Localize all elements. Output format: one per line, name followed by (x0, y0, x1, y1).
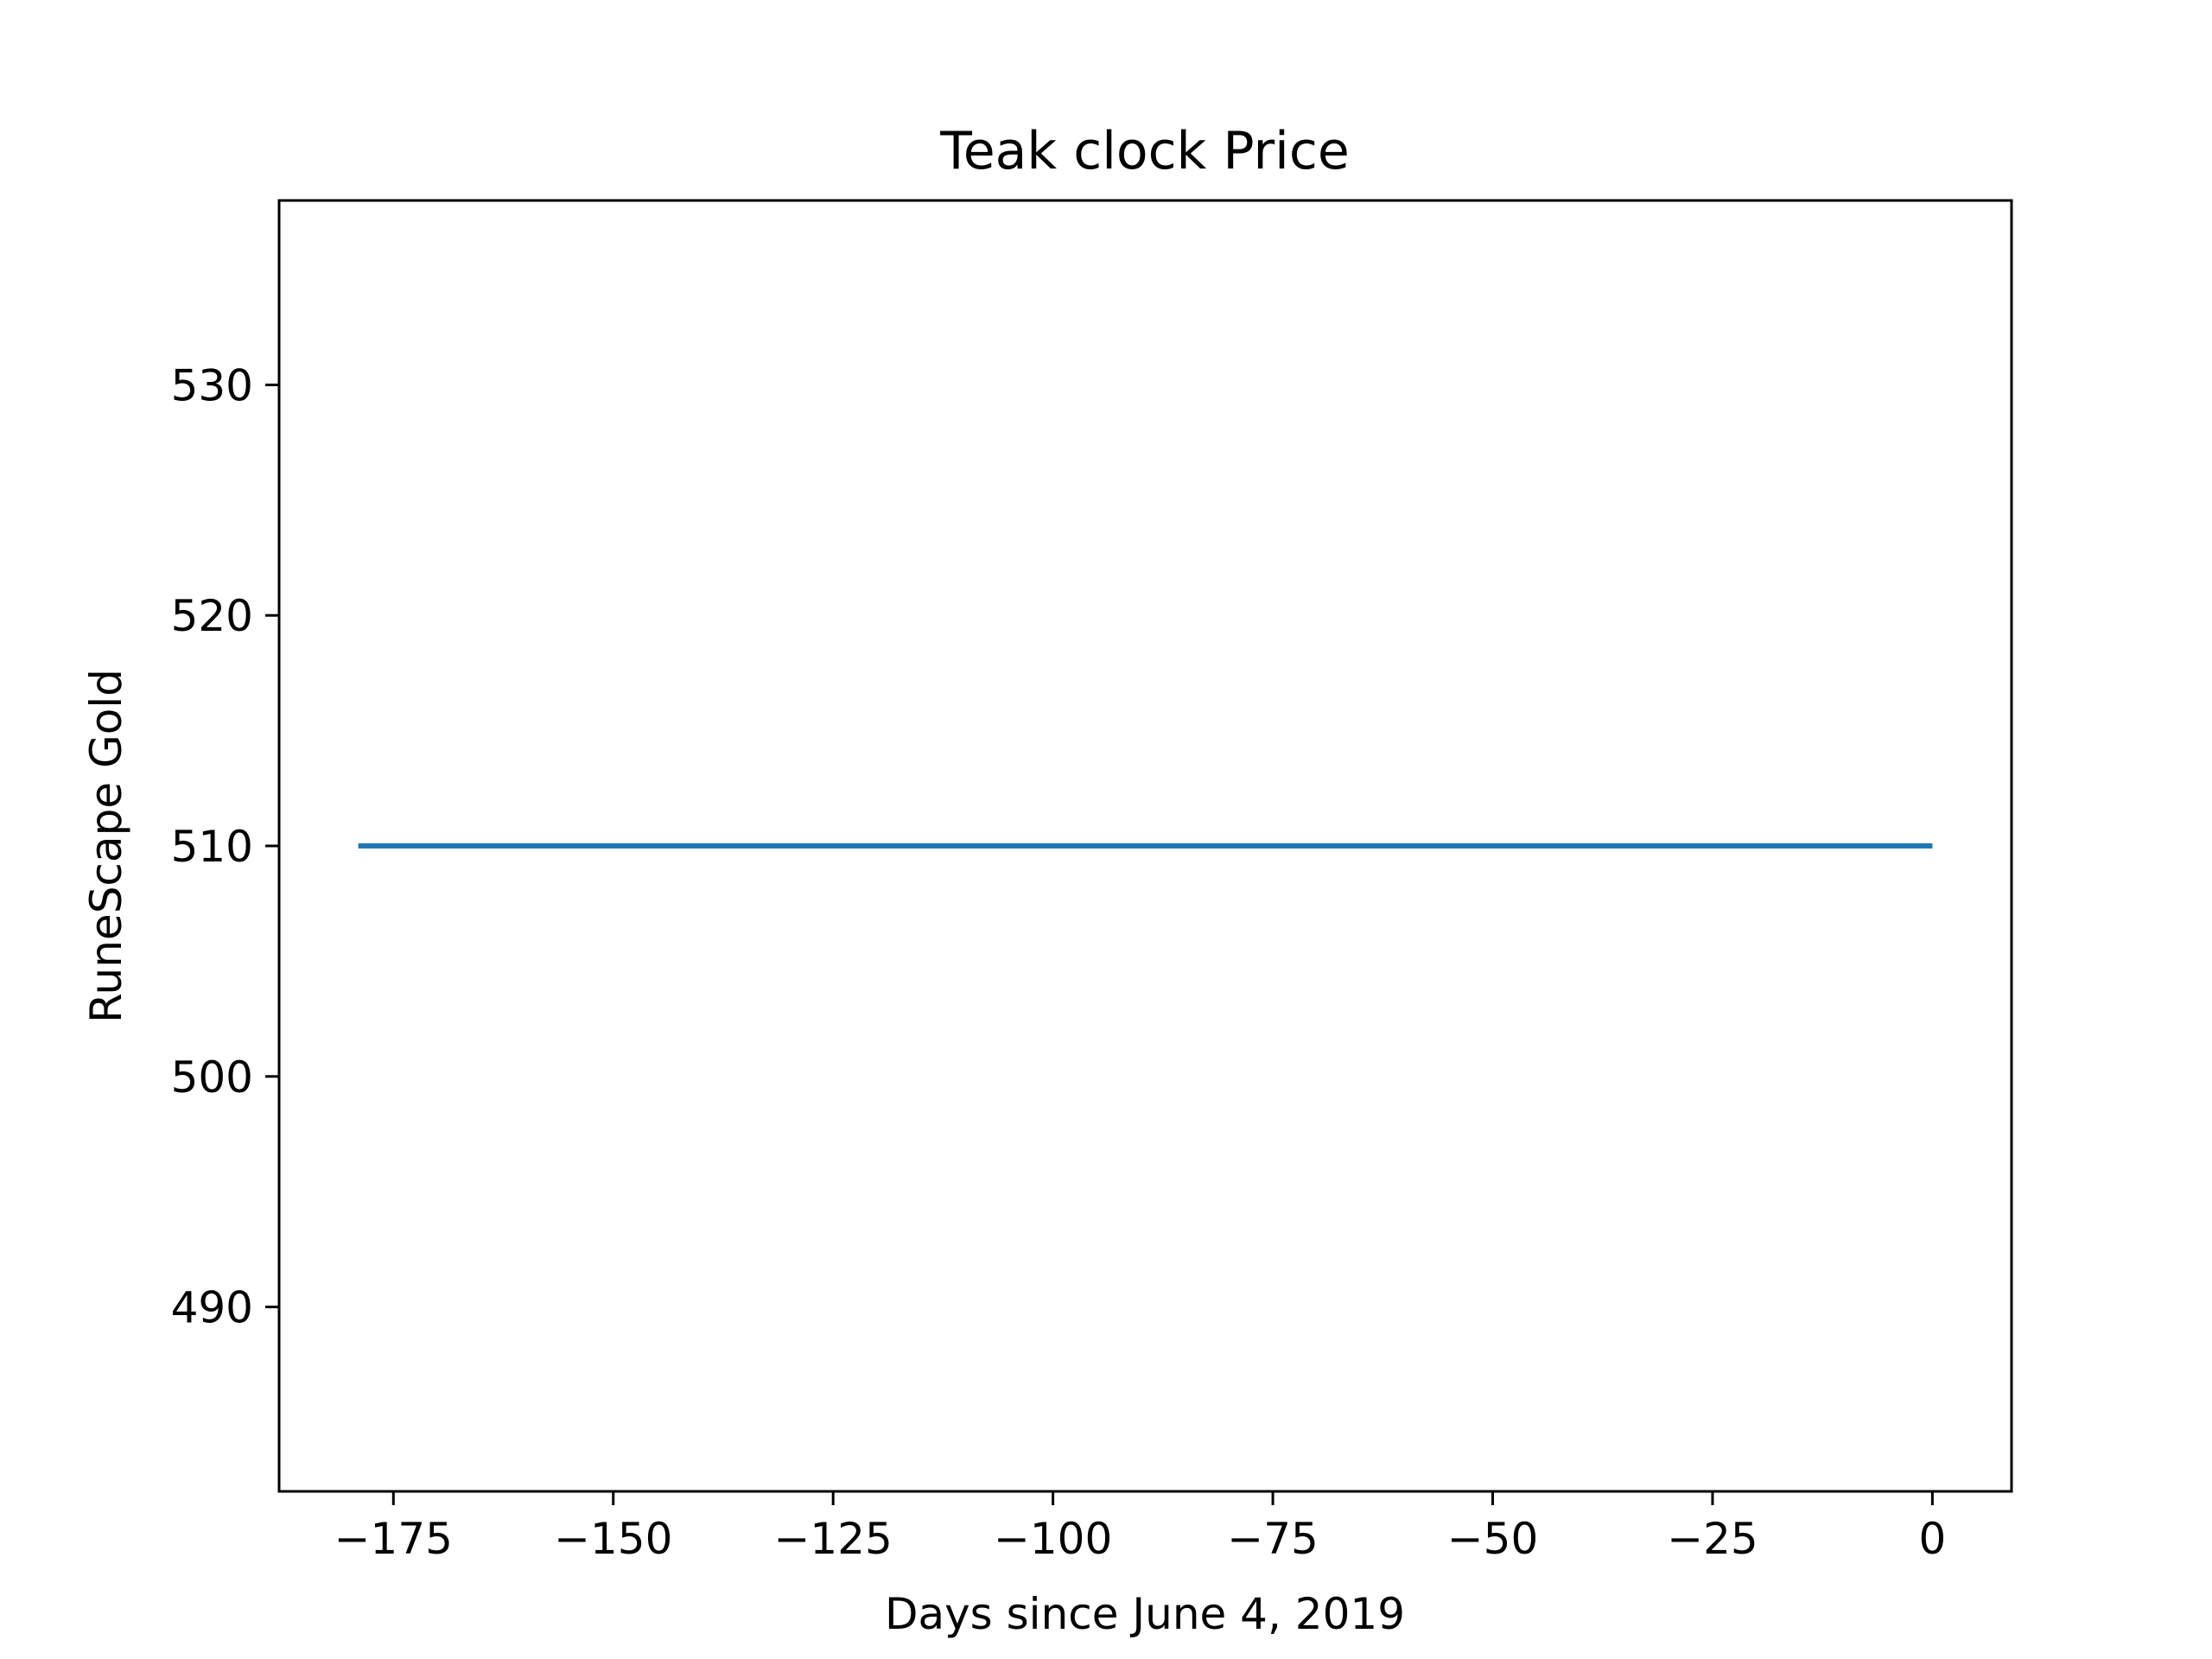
x-tick-label: −100 (994, 1514, 1112, 1564)
plot-area-frame (277, 199, 2013, 1493)
x-axis-ticks: −175 −150 −125 −100 −75 −50 −25 0 (334, 1491, 1946, 1564)
x-axis-label: Days since June 4, 2019 (885, 1589, 1405, 1639)
x-tick-label: −75 (1227, 1514, 1319, 1564)
y-tick-label: 500 (171, 1052, 253, 1103)
y-axis-label: RuneScape Gold (81, 669, 131, 1023)
x-tick-label: −25 (1667, 1514, 1758, 1564)
x-tick-label: 0 (1918, 1514, 1946, 1564)
y-tick-label: 530 (171, 360, 253, 410)
y-tick-label: 490 (171, 1283, 253, 1333)
y-tick-label: 520 (171, 591, 253, 641)
x-tick-label: −50 (1447, 1514, 1539, 1564)
chart-title: Teak clock Price (939, 121, 1350, 181)
x-tick-label: −125 (774, 1514, 893, 1564)
y-axis-ticks: 490 500 510 520 530 (171, 360, 279, 1333)
y-tick-label: 510 (171, 822, 253, 872)
x-tick-label: −175 (334, 1514, 453, 1564)
x-tick-label: −150 (554, 1514, 672, 1564)
